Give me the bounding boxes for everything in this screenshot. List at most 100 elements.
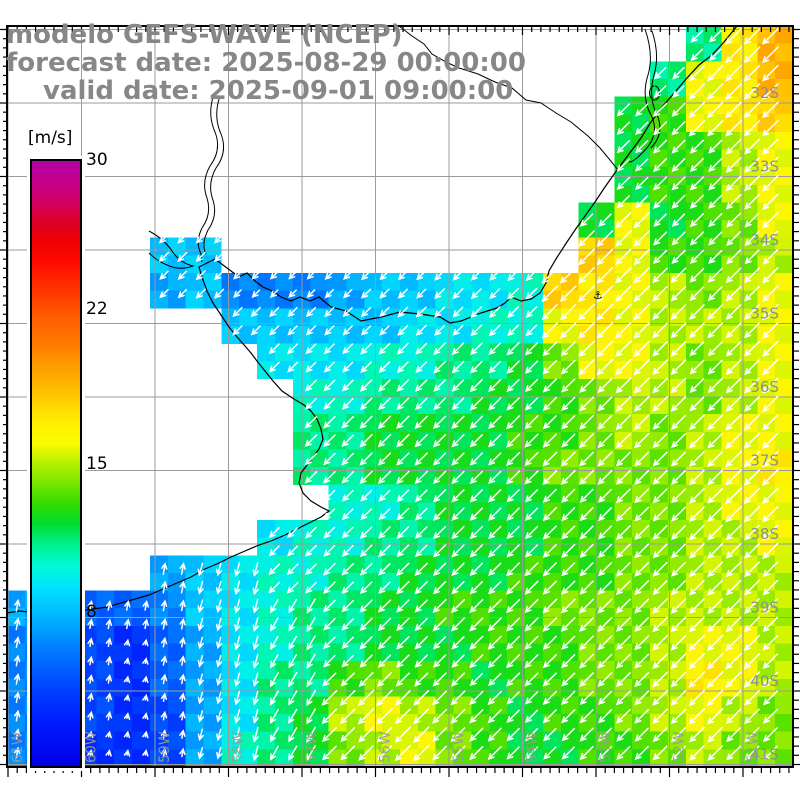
wind-arrow	[87, 618, 94, 630]
wind-cell	[471, 502, 490, 521]
wind-arrow	[542, 359, 558, 375]
wind-arrow	[506, 746, 520, 760]
wind-cell	[417, 414, 437, 432]
wind-arrow	[671, 176, 686, 191]
wind-arrow	[671, 580, 686, 596]
wind-cell	[757, 184, 776, 203]
wind-arrow	[252, 726, 259, 743]
wind-cell	[525, 361, 544, 380]
wind-cell	[275, 361, 294, 380]
wind-arrow	[323, 379, 336, 392]
wind-arrow	[725, 561, 742, 578]
wind-arrow	[633, 248, 650, 266]
wind-arrow	[451, 654, 465, 668]
wind-arrow	[615, 616, 631, 632]
wind-arrow	[762, 524, 779, 541]
wind-cell	[417, 661, 437, 679]
wind-arrow	[215, 617, 223, 632]
wind-arrow	[123, 712, 131, 720]
wind-cell	[525, 308, 544, 327]
wind-arrow	[615, 451, 631, 467]
wind-cell	[632, 590, 651, 609]
wind-cell	[721, 484, 740, 503]
wind-cell	[703, 220, 722, 238]
wind-arrow	[13, 672, 21, 685]
wind-arrow	[252, 562, 259, 577]
lon-label: 58W	[231, 731, 247, 763]
wind-arrow	[234, 635, 241, 651]
wind-cell	[739, 26, 758, 44]
wind-arrow	[469, 507, 484, 521]
wind-arrow	[615, 690, 631, 706]
wind-cell	[739, 61, 758, 80]
wind-arrow	[179, 636, 186, 648]
wind-arrow	[744, 322, 760, 339]
wind-arrow	[87, 710, 94, 721]
wind-cell	[257, 361, 276, 380]
wind-cell	[650, 590, 669, 609]
wind-cell	[721, 414, 740, 432]
wind-arrow	[234, 617, 241, 633]
wind-arrow	[250, 325, 261, 336]
colorbar-unit-label: [m/s]	[28, 128, 73, 148]
wind-arrow	[725, 450, 742, 468]
wind-arrow	[469, 727, 484, 742]
wind-cell	[757, 555, 776, 574]
wind-cell	[382, 520, 401, 538]
lon-label: 56W	[378, 731, 394, 763]
wind-arrow	[414, 507, 428, 521]
wind-cell	[275, 572, 294, 591]
wind-arrow	[615, 543, 631, 559]
wind-cell	[489, 590, 508, 609]
wind-cell	[417, 502, 437, 521]
wind-arrow	[744, 690, 760, 706]
wind-cell	[525, 749, 544, 768]
lat-label: 33S	[750, 158, 779, 176]
wind-cell	[775, 431, 794, 450]
wind-arrow	[142, 638, 149, 647]
wind-cell	[525, 378, 544, 397]
wind-cell	[632, 555, 651, 574]
wind-arrow	[158, 251, 170, 263]
wind-arrow	[579, 562, 594, 577]
wind-arrow	[377, 599, 392, 613]
wind-cell	[400, 431, 419, 450]
wind-arrow	[762, 156, 779, 174]
wind-arrow	[415, 306, 427, 318]
wind-cell	[507, 361, 526, 380]
wind-cell	[239, 325, 258, 344]
wind-arrow	[725, 193, 742, 210]
wind-cell	[578, 361, 597, 380]
wind-arrow	[305, 581, 317, 594]
wind-cell	[114, 714, 133, 732]
wind-arrow	[761, 83, 779, 100]
wind-arrow	[634, 451, 650, 467]
wind-arrow	[506, 635, 521, 650]
wind-arrow	[287, 343, 299, 355]
wind-cell	[542, 308, 562, 327]
wind-arrow	[432, 654, 447, 668]
wind-arrow	[615, 230, 632, 247]
wind-arrow	[487, 635, 502, 650]
wind-cell	[685, 555, 704, 574]
wind-cell	[578, 325, 597, 344]
wind-arrow	[634, 727, 649, 742]
wind-arrow	[652, 433, 668, 449]
wind-cell	[668, 572, 687, 591]
wind-cell	[650, 202, 669, 221]
wind-arrow	[579, 653, 595, 669]
wind-cell	[417, 696, 437, 715]
wind-cell	[632, 484, 651, 503]
wind-arrow	[598, 213, 612, 227]
wind-cell	[346, 343, 365, 362]
wind-arrow	[304, 434, 318, 447]
wind-cell	[685, 467, 704, 485]
wind-cell	[453, 361, 472, 380]
wind-cell	[328, 502, 347, 521]
wind-arrow	[762, 579, 779, 596]
wind-cell	[685, 255, 704, 274]
wind-cell	[364, 661, 383, 679]
wind-arrow	[470, 342, 483, 356]
wind-arrow	[288, 599, 298, 614]
wind-cell	[400, 520, 419, 538]
